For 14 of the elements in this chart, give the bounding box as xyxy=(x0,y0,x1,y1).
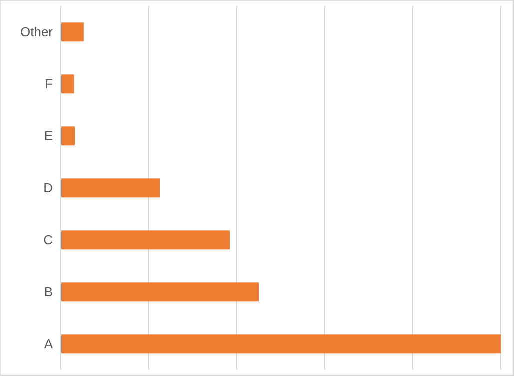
y-tick-label: A xyxy=(44,336,54,352)
y-tick-label: Other xyxy=(20,24,54,40)
y-tick-label: C xyxy=(44,232,53,248)
bar xyxy=(61,178,160,198)
bar xyxy=(61,282,259,302)
y-tick-label: B xyxy=(44,284,53,300)
bar xyxy=(61,230,230,250)
y-tick-label: F xyxy=(45,76,54,92)
y-tick-label: E xyxy=(44,128,54,144)
bar xyxy=(61,126,76,146)
bar xyxy=(61,334,501,354)
bar xyxy=(61,22,84,42)
bar xyxy=(61,74,74,94)
y-tick-label: D xyxy=(44,180,53,196)
